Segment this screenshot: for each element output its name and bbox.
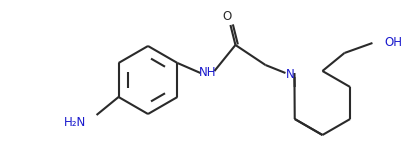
Text: H₂N: H₂N xyxy=(64,117,87,129)
Text: NH: NH xyxy=(199,66,216,80)
Text: OH: OH xyxy=(385,36,402,50)
Text: O: O xyxy=(223,11,232,24)
Text: N: N xyxy=(286,69,295,81)
